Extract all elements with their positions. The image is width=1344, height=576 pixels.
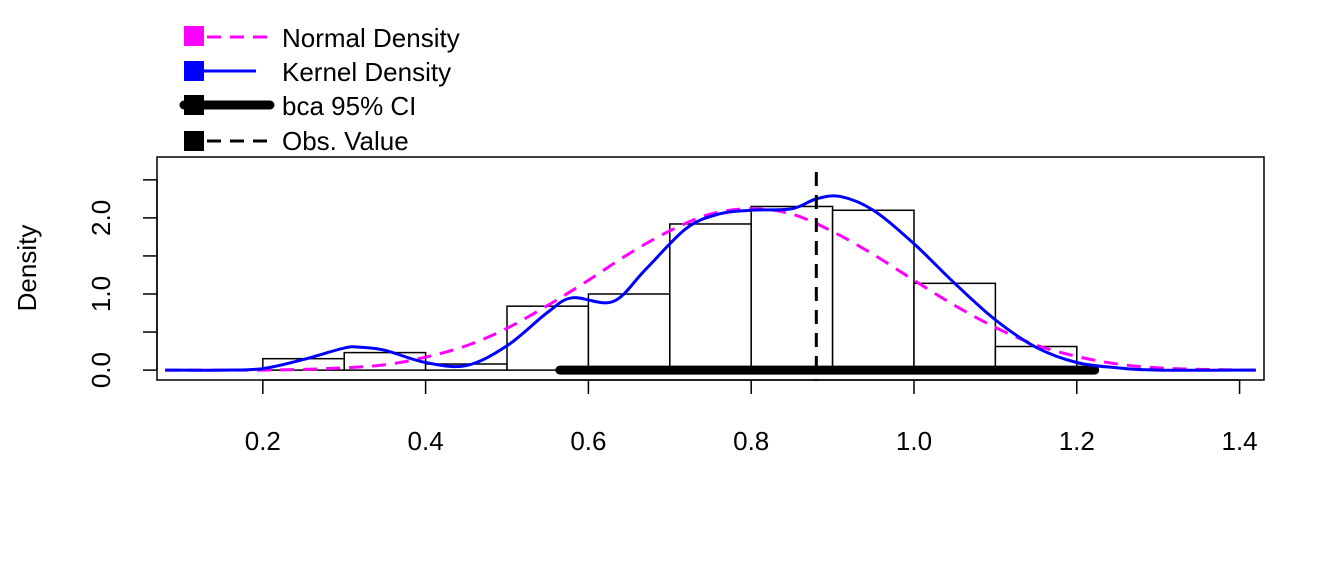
x-axis: 0.2 0.4 0.6 0.8 1.0 1.2 1.4	[245, 379, 1258, 456]
legend-label-bca-ci: bca 95% CI	[282, 91, 416, 121]
y-tick-label: 1.0	[86, 276, 116, 312]
x-tick-label: 1.4	[1222, 426, 1258, 456]
legend-label-kernel-density: Kernel Density	[282, 57, 451, 87]
plot-frame	[156, 156, 1265, 381]
legend-entry-bca-ci: bca 95% CI	[179, 91, 416, 121]
legend-entry-obs-value: Obs. Value	[184, 126, 409, 156]
legend-entry-kernel-density: Kernel Density	[184, 57, 451, 87]
density-curves	[165, 194, 1256, 372]
y-axis: 0.0 1.0 2.0	[86, 179, 158, 388]
y-tick-label: 0.0	[86, 352, 116, 388]
x-tick-label: 1.2	[1059, 426, 1095, 456]
histogram-bar	[506, 305, 590, 371]
y-axis-label: Density	[12, 225, 42, 312]
histogram-bar	[669, 223, 752, 371]
histogram-bar	[913, 282, 997, 371]
x-tick-label: 0.2	[245, 426, 281, 456]
x-tick-label: 0.8	[733, 426, 769, 456]
histogram-bar	[750, 205, 834, 371]
legend-label-normal-density: Normal Density	[282, 23, 460, 53]
legend: Normal Density Kernel Density bca 95% CI…	[179, 23, 460, 156]
legend-label-obs-value: Obs. Value	[282, 126, 409, 156]
x-tick-label: 1.0	[896, 426, 932, 456]
legend-entry-normal-density: Normal Density	[184, 23, 460, 53]
histogram-bar	[587, 293, 671, 371]
normal-density-curve	[165, 207, 1256, 372]
y-tick-label: 2.0	[86, 200, 116, 236]
histogram-bars	[262, 205, 1078, 371]
kernel-density-curve	[165, 194, 1256, 372]
x-tick-label: 0.6	[570, 426, 606, 456]
x-tick-label: 0.4	[408, 426, 444, 456]
